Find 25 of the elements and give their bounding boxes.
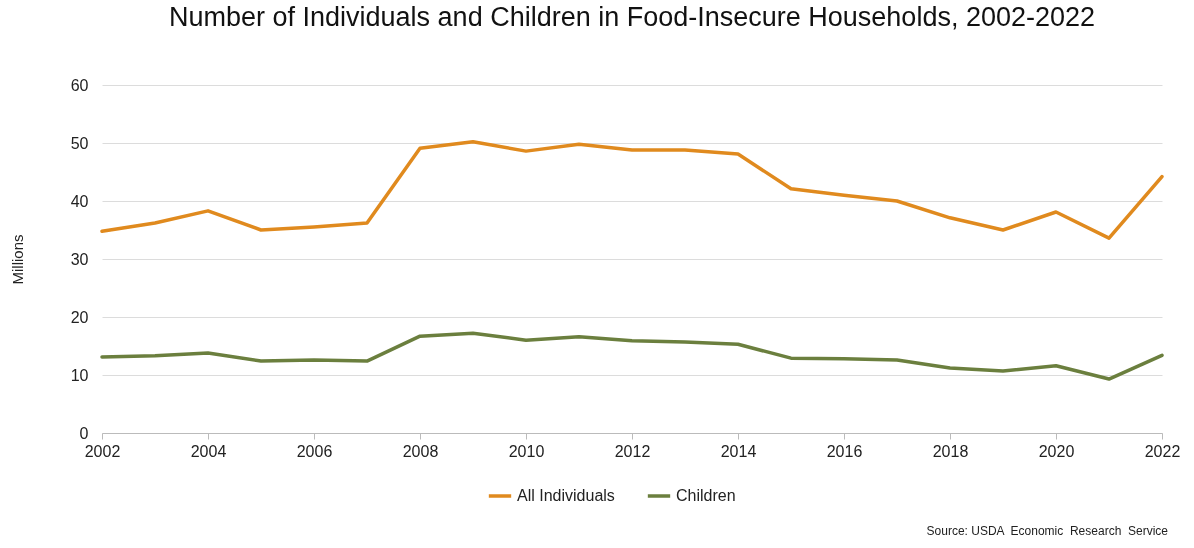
x-tick-label: 2002 [84, 442, 121, 460]
chart-title: Number of Individuals and Children in Food-Insecure Households, 2002-2022 [168, 2, 1096, 32]
y-tick-label: 40 [70, 192, 89, 210]
line-series [100, 331, 1164, 381]
source-note: Source: USDA Economic Research Service [926, 524, 1168, 538]
x-tick-label: 2020 [1038, 442, 1075, 460]
y-tick-label: 50 [70, 134, 89, 152]
x-tick-label: 2004 [190, 442, 227, 460]
x-tick-label: 2008 [402, 442, 439, 460]
x-tick-label: 2010 [508, 442, 545, 460]
line-series [100, 140, 1164, 240]
x-tick-label: 2014 [720, 442, 757, 460]
x-tick-label: 2018 [932, 442, 969, 460]
y-tick-label: 20 [70, 308, 89, 326]
legend-label: All Individuals [517, 487, 615, 504]
y-tick-label: 10 [70, 366, 89, 384]
legend-label: Children [676, 487, 736, 504]
y-tick-label: 60 [70, 76, 89, 94]
x-tick-label: 2006 [296, 442, 333, 460]
x-tick-label: 2022 [1144, 442, 1181, 460]
x-tick-label: 2016 [826, 442, 863, 460]
x-tick-label: 2012 [614, 442, 651, 460]
y-axis-title: Millions [8, 234, 26, 285]
y-tick-label: 30 [70, 250, 89, 268]
y-tick-label: 0 [79, 424, 89, 442]
